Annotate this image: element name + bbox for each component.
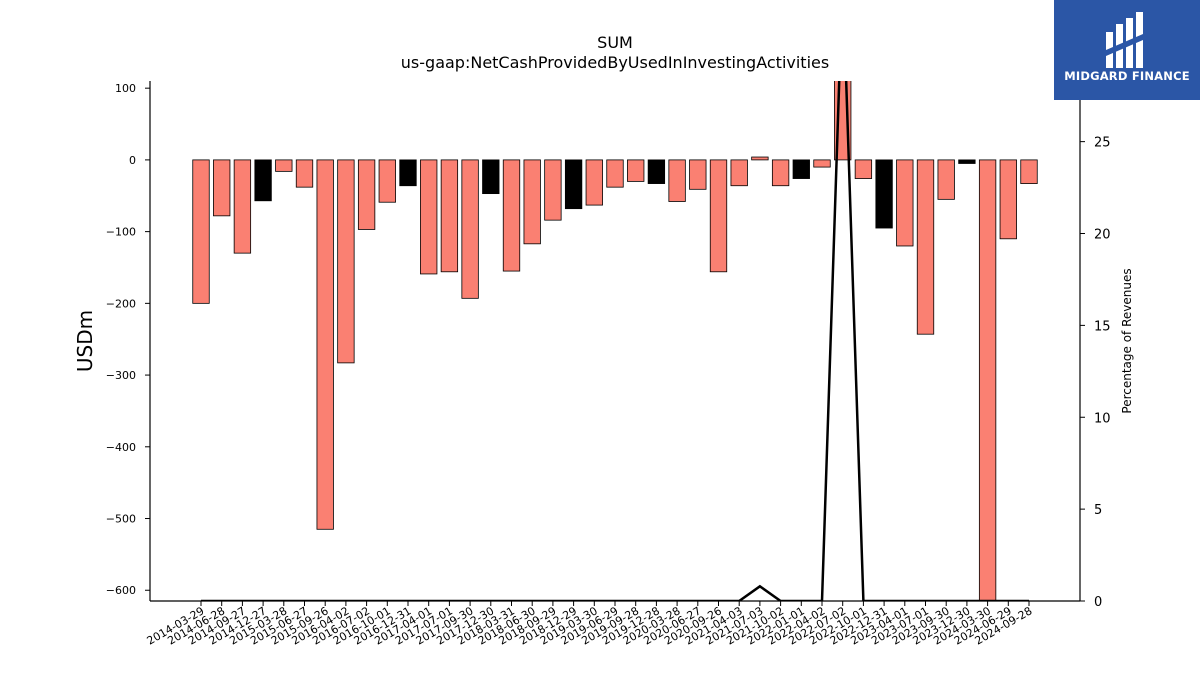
bar	[357, 159, 376, 230]
bar	[461, 159, 479, 299]
bar	[958, 159, 976, 164]
y-tick-label: −400	[106, 441, 136, 454]
bar	[606, 159, 624, 188]
bar	[627, 159, 645, 182]
bar	[978, 159, 997, 601]
bar	[502, 159, 521, 272]
bar	[813, 159, 831, 168]
chart-subtitle: us-gaap:NetCashProvidedByUsedInInvesting…	[401, 53, 829, 72]
bar	[523, 159, 541, 245]
bar	[751, 156, 769, 161]
bar	[420, 159, 438, 275]
bar	[896, 159, 914, 247]
bar	[999, 159, 1017, 240]
y2-tick-label: 25	[1094, 136, 1111, 151]
bars	[192, 81, 1038, 601]
y-tick-label: −600	[106, 584, 136, 597]
y2-tick-label: 20	[1094, 228, 1111, 243]
y2-tick-label: 5	[1094, 503, 1102, 518]
bar	[564, 159, 583, 210]
bar	[689, 159, 707, 190]
brand-logo: MIDGARD FINANCE	[1054, 0, 1200, 100]
bar	[233, 159, 252, 254]
y2-tick-label: 0	[1094, 595, 1102, 610]
bar	[337, 159, 355, 364]
bar	[399, 159, 417, 187]
bar	[1020, 159, 1038, 184]
y-tick-label: −300	[106, 369, 136, 382]
bar	[585, 159, 603, 206]
bar	[771, 159, 790, 187]
bar	[875, 159, 893, 229]
bar	[295, 159, 314, 188]
y2-tick-label: 10	[1094, 411, 1111, 426]
y-tick-label: 0	[129, 154, 136, 167]
bar	[440, 159, 459, 273]
bar	[316, 159, 334, 530]
bar	[647, 159, 666, 184]
bar	[916, 159, 935, 335]
y-tick-label: −500	[106, 513, 136, 526]
plot-area: 1000−100−200−300−400−500−600051015202520…	[106, 81, 1111, 648]
bar	[709, 159, 728, 273]
y-tick-label: −200	[106, 297, 136, 310]
bar	[544, 159, 562, 221]
bar	[378, 159, 396, 203]
midgard-logo-icon	[1106, 12, 1143, 68]
bar	[668, 159, 686, 202]
chart-title: SUM	[597, 33, 633, 52]
bar	[730, 159, 748, 187]
bar	[192, 159, 210, 304]
logo-text: MIDGARD FINANCE	[1064, 69, 1190, 83]
bar	[854, 159, 873, 179]
y-axis-label: USDm	[73, 310, 97, 372]
bar	[792, 159, 810, 179]
y2-axis-label: Percentage of Revenues	[1120, 268, 1134, 413]
y-tick-label: −100	[106, 226, 136, 239]
bar	[482, 159, 500, 195]
bar	[254, 159, 272, 202]
bar	[275, 159, 293, 172]
bar	[937, 159, 955, 200]
y-tick-label: 100	[115, 82, 136, 95]
bar	[213, 159, 231, 217]
y2-tick-label: 15	[1094, 319, 1111, 334]
